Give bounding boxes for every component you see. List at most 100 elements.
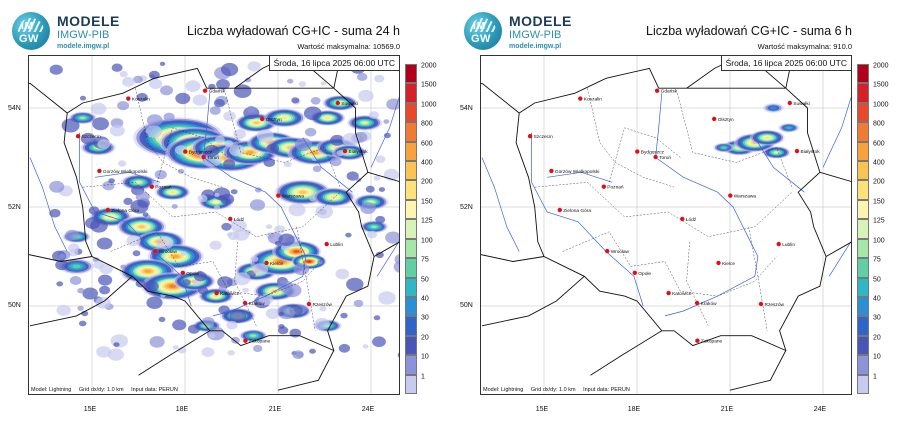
legend-label: 1500	[421, 81, 437, 89]
city-label: Katowice	[672, 291, 692, 297]
legend-swatch	[857, 64, 869, 84]
city-label: Łódź	[686, 217, 697, 223]
lon-label: 15E	[83, 406, 97, 413]
legend-label: 20	[873, 334, 881, 342]
city-label: Toruń	[207, 155, 219, 161]
legend-swatch	[405, 102, 417, 123]
legend-label: 125	[873, 217, 885, 225]
city-label: Opole	[638, 271, 651, 277]
lat-label: 52N	[8, 204, 21, 211]
legend-label: 150	[421, 198, 433, 206]
city-label: Zielona Góra	[563, 208, 591, 214]
legend-swatch	[857, 102, 869, 123]
lightning-map: Gdańsk Koszalin Suwałki Olsztyn Szczecin Bydg…	[480, 55, 852, 395]
legend-label: 2000	[421, 62, 437, 70]
city-marker	[214, 290, 219, 296]
city-label: Zakopane	[249, 339, 271, 345]
legend-label: 400	[421, 159, 433, 167]
city-label: Łódź	[234, 217, 245, 223]
legend-swatch	[405, 238, 417, 259]
city-label: Rzeszów	[765, 302, 785, 308]
lat-label: 50N	[8, 302, 21, 309]
footer-input: Input data: PERUN	[583, 387, 630, 393]
legend-label: 800	[873, 120, 885, 128]
lon-label: 18E	[627, 406, 641, 413]
legend-swatch	[405, 180, 417, 200]
imgw-logo-icon: IM GW	[12, 12, 50, 50]
city-marker	[549, 168, 554, 174]
city-marker	[202, 88, 208, 93]
city-label: Kraków	[701, 301, 718, 307]
lon-label: 18E	[175, 406, 189, 413]
legend-label: 75	[421, 256, 429, 264]
city-label: Suwałki	[341, 101, 358, 107]
color-legend: 2000 1500 1000 800 600 400 200 150 125 100 75 50 40 3…	[405, 62, 445, 394]
city-label: Suwałki	[793, 101, 810, 107]
city-label: Olsztyn	[718, 117, 734, 123]
city-marker	[180, 270, 185, 275]
legend-label: 1	[421, 373, 425, 381]
valid-time: Środa, 16 lipca 2025 06:00 UTC	[268, 56, 399, 71]
city-label: Bydgoszcz	[189, 150, 213, 156]
city-marker	[153, 248, 158, 254]
brand-org: IMGW-PIB	[509, 29, 562, 41]
city-label: Warszawa	[282, 194, 305, 200]
legend-swatch	[857, 219, 869, 239]
legend-swatch	[857, 199, 869, 220]
lat-label: 54N	[8, 105, 21, 112]
legend-swatch	[405, 316, 417, 336]
legend-label: 1000	[873, 101, 889, 109]
city-marker	[666, 290, 671, 296]
footer-grid: Grid dx/dy: 1.0 km	[78, 387, 124, 393]
legend-label: 125	[421, 217, 433, 225]
legend-label: 100	[873, 237, 885, 245]
brand-name: MODELE	[57, 13, 120, 29]
city-label: Olsztyn	[266, 117, 282, 123]
legend-label: 10	[873, 353, 881, 361]
city-marker	[695, 338, 700, 343]
legend-swatch	[857, 238, 869, 259]
city-marker	[260, 116, 265, 122]
city-marker	[635, 149, 640, 154]
map-footer: Model: Lightning Grid dx/dy: 1.0 km Inpu…	[483, 387, 636, 393]
legend-swatch	[405, 64, 417, 84]
city-marker	[632, 270, 637, 275]
city-label: Gdańsk	[661, 89, 678, 95]
legend-label: 75	[873, 256, 881, 264]
legend-label: 800	[421, 120, 433, 128]
map-title: Liczba wyładowań CG+IC - suma 24 h	[187, 24, 400, 38]
city-label: Toruń	[659, 155, 671, 161]
city-marker	[680, 216, 685, 222]
city-label: Kielce	[270, 261, 283, 267]
city-marker	[105, 207, 111, 213]
lon-label: 24E	[361, 406, 375, 413]
footer-model: Model: Lightning	[483, 387, 524, 393]
city-label: Kielce	[722, 261, 735, 267]
city-label: Koszalin	[584, 97, 602, 103]
rivers	[481, 93, 851, 317]
city-label: Bydgoszcz	[641, 150, 665, 156]
lightning-density	[713, 103, 800, 159]
city-label: Wrocław	[159, 249, 178, 255]
city-label: Koszalin	[132, 97, 150, 103]
map-footer: Model: Lightning Grid dx/dy: 1.0 km Inpu…	[31, 387, 184, 393]
city-marker	[758, 301, 764, 307]
city-marker	[75, 134, 81, 139]
color-legend: 2000 1500 1000 800 600 400 200 150 125 100 75 50 40 3…	[857, 63, 897, 394]
legend-swatch	[405, 219, 417, 239]
city-marker	[306, 301, 312, 307]
city-marker	[728, 193, 733, 198]
poland-border	[63, 67, 375, 352]
city-label: Opole	[186, 271, 199, 277]
legend-swatch	[857, 161, 869, 181]
city-marker	[228, 216, 233, 222]
legend-label: 1	[873, 373, 877, 381]
city-label: Lublin	[330, 242, 343, 248]
city-marker	[324, 241, 329, 247]
graticule	[481, 56, 851, 394]
legend-swatch	[405, 355, 417, 375]
city-marker	[601, 184, 606, 189]
legend-label: 1000	[421, 101, 437, 109]
legend-swatch	[405, 374, 417, 394]
city-marker	[578, 96, 583, 101]
